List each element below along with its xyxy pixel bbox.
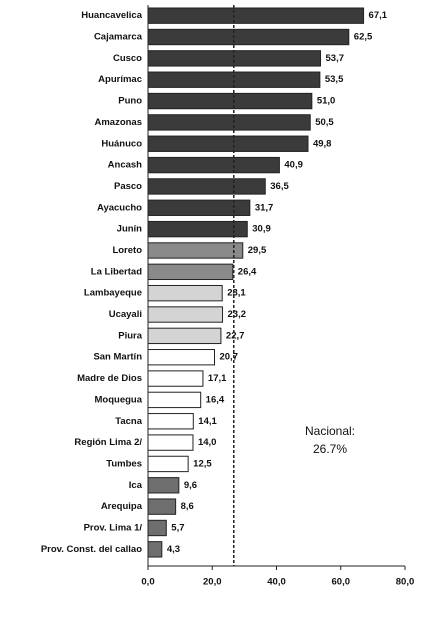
bar [147, 541, 163, 558]
y-tick-label: Loreto [112, 245, 142, 256]
bar [147, 477, 180, 494]
y-tick-label: San Martín [93, 352, 142, 363]
bar [147, 306, 224, 323]
value-label: 36,5 [270, 181, 289, 192]
annotation: Nacional: [305, 424, 355, 438]
y-tick-label: Junín [117, 224, 143, 235]
bar [147, 519, 167, 537]
bar [147, 391, 202, 409]
y-tick-label: Puno [118, 96, 142, 107]
bar [147, 413, 194, 430]
y-tick-label: Tacna [115, 416, 142, 427]
bar [147, 242, 244, 259]
bar [147, 498, 177, 515]
value-label: 30,9 [252, 224, 270, 235]
value-label: 67,1 [369, 10, 388, 21]
value-label: 62,5 [354, 32, 373, 43]
value-label: 4,3 [167, 544, 180, 555]
y-tick-label: Región Lima 2/ [74, 437, 142, 448]
value-label: 40,9 [284, 160, 303, 171]
value-label: 14,1 [198, 416, 217, 427]
x-tick-label: 60,0 [332, 577, 351, 588]
value-label: 9,6 [184, 480, 197, 491]
value-label: 16,4 [206, 394, 225, 405]
bar [147, 156, 280, 174]
bar [147, 114, 311, 131]
y-tick-label: Piura [118, 330, 142, 341]
value-label: 14,0 [198, 437, 217, 448]
value-label: 5,7 [171, 522, 184, 533]
value-label: 23,2 [228, 309, 247, 320]
y-tick-label: Tumbes [106, 458, 142, 469]
value-label: 53,7 [326, 53, 345, 64]
bar [147, 370, 204, 387]
bar [147, 455, 189, 473]
value-label: 31,7 [255, 202, 274, 213]
bar [147, 349, 215, 366]
value-label: 49,8 [313, 138, 332, 149]
bar [147, 284, 223, 302]
value-label: 26,4 [238, 266, 257, 277]
y-tick-label: Arequipa [101, 501, 143, 512]
x-tick-label: 40,0 [267, 577, 286, 588]
y-tick-label: Amazonas [94, 117, 142, 128]
y-tick-label: Ica [129, 480, 143, 491]
y-tick-label: Cusco [113, 53, 142, 64]
bar [147, 327, 222, 345]
y-tick-label: Huancavelica [81, 10, 142, 21]
y-tick-label: Huánuco [101, 138, 142, 149]
value-label: 12,5 [193, 458, 212, 469]
bar [147, 199, 251, 216]
bar [147, 28, 350, 46]
bar [147, 92, 313, 110]
y-tick-label: Prov. Const. del callao [41, 544, 142, 555]
x-tick-label: 20,0 [203, 577, 222, 588]
reference-label: 26.7% [313, 442, 347, 456]
value-label: 8,6 [181, 501, 194, 512]
y-tick-label: Pasco [114, 181, 142, 192]
bar [147, 434, 194, 451]
value-label: 20,7 [219, 352, 238, 363]
y-tick-label: Ayacucho [97, 202, 142, 213]
bar [147, 263, 234, 281]
y-tick-label: Ancash [108, 160, 143, 171]
value-label: 53,5 [325, 74, 344, 85]
y-tick-label: Madre de Dios [77, 373, 142, 384]
y-tick-label: Ucayali [109, 309, 142, 320]
y-tick-label: Moquegua [95, 394, 143, 405]
y-tick-label: Prov. Lima 1/ [84, 522, 143, 533]
y-tick-label: Cajamarca [94, 32, 143, 43]
value-label: 23,1 [227, 288, 246, 299]
bar [147, 135, 309, 152]
value-label: 22,7 [226, 330, 245, 341]
value-label: 50,5 [315, 117, 334, 128]
x-tick-label: 80,0 [396, 577, 415, 588]
y-tick-label: Apurímac [98, 74, 142, 85]
value-label: 17,1 [208, 373, 227, 384]
value-label: 51,0 [317, 96, 336, 107]
bar [147, 178, 266, 195]
y-tick-label: Lambayeque [84, 288, 142, 299]
x-tick-label: 0,0 [141, 577, 154, 588]
value-label: 29,5 [248, 245, 267, 256]
bar [147, 7, 365, 24]
y-tick-label: La Libertad [91, 266, 142, 277]
bar [147, 220, 248, 238]
